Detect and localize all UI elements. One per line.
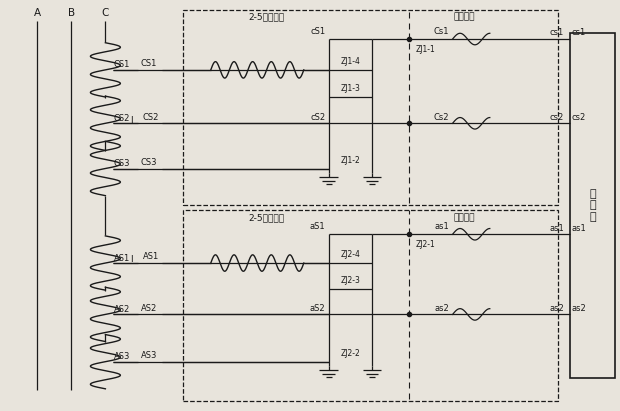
Text: AS3: AS3: [141, 351, 157, 360]
Text: cs2: cs2: [572, 113, 586, 122]
Text: AS1: AS1: [143, 252, 159, 261]
Text: Cs1: Cs1: [434, 27, 450, 36]
Text: as2: as2: [572, 304, 587, 313]
Bar: [183, 10, 558, 206]
Text: CS2: CS2: [114, 114, 130, 123]
Text: as1: as1: [435, 222, 449, 231]
Text: I: I: [130, 255, 133, 264]
Text: cS2: cS2: [311, 113, 326, 122]
Text: 2-5倍互感器: 2-5倍互感器: [249, 12, 285, 21]
Text: as1: as1: [572, 224, 587, 233]
Text: CS2: CS2: [143, 113, 159, 122]
Text: 2-5倍互感器: 2-5倍互感器: [249, 213, 285, 222]
Text: Cs2: Cs2: [434, 113, 450, 122]
Text: 锰铜采样: 锰铜采样: [453, 213, 474, 222]
Text: ZJ1-1: ZJ1-1: [415, 45, 435, 54]
Text: AS2: AS2: [141, 304, 157, 313]
Text: ZJ1-2: ZJ1-2: [340, 156, 360, 165]
Text: AS3: AS3: [114, 352, 130, 361]
Text: 计
量
表: 计 量 表: [590, 189, 596, 222]
Text: ZJ2-2: ZJ2-2: [340, 349, 360, 358]
Text: cS1: cS1: [311, 27, 326, 36]
Text: aS2: aS2: [310, 304, 326, 313]
Text: CS3: CS3: [141, 158, 157, 167]
Text: as2: as2: [435, 304, 449, 313]
Bar: [183, 210, 558, 401]
Bar: [570, 33, 615, 378]
Text: as2: as2: [549, 304, 564, 313]
Text: AS2: AS2: [114, 305, 130, 314]
Text: C: C: [102, 8, 109, 18]
Text: ZJ2-4: ZJ2-4: [340, 250, 360, 259]
Text: aS1: aS1: [310, 222, 326, 231]
Text: CS3: CS3: [113, 159, 130, 168]
Text: I: I: [130, 115, 133, 125]
Text: AS1: AS1: [114, 254, 130, 263]
Text: ZJ2-3: ZJ2-3: [340, 276, 360, 285]
Text: CS1: CS1: [114, 60, 130, 69]
Text: ZJ1-4: ZJ1-4: [340, 57, 360, 66]
Text: A: A: [33, 8, 41, 18]
Text: cs1: cs1: [550, 28, 564, 37]
Text: cs1: cs1: [572, 28, 586, 37]
Text: 锰铜采样: 锰铜采样: [453, 12, 474, 21]
Text: as1: as1: [549, 224, 564, 233]
Text: B: B: [68, 8, 75, 18]
Text: ZJ2-1: ZJ2-1: [415, 240, 435, 249]
Text: cs2: cs2: [550, 113, 564, 122]
Text: CS1: CS1: [141, 59, 157, 68]
Text: ZJ1-3: ZJ1-3: [340, 84, 360, 93]
